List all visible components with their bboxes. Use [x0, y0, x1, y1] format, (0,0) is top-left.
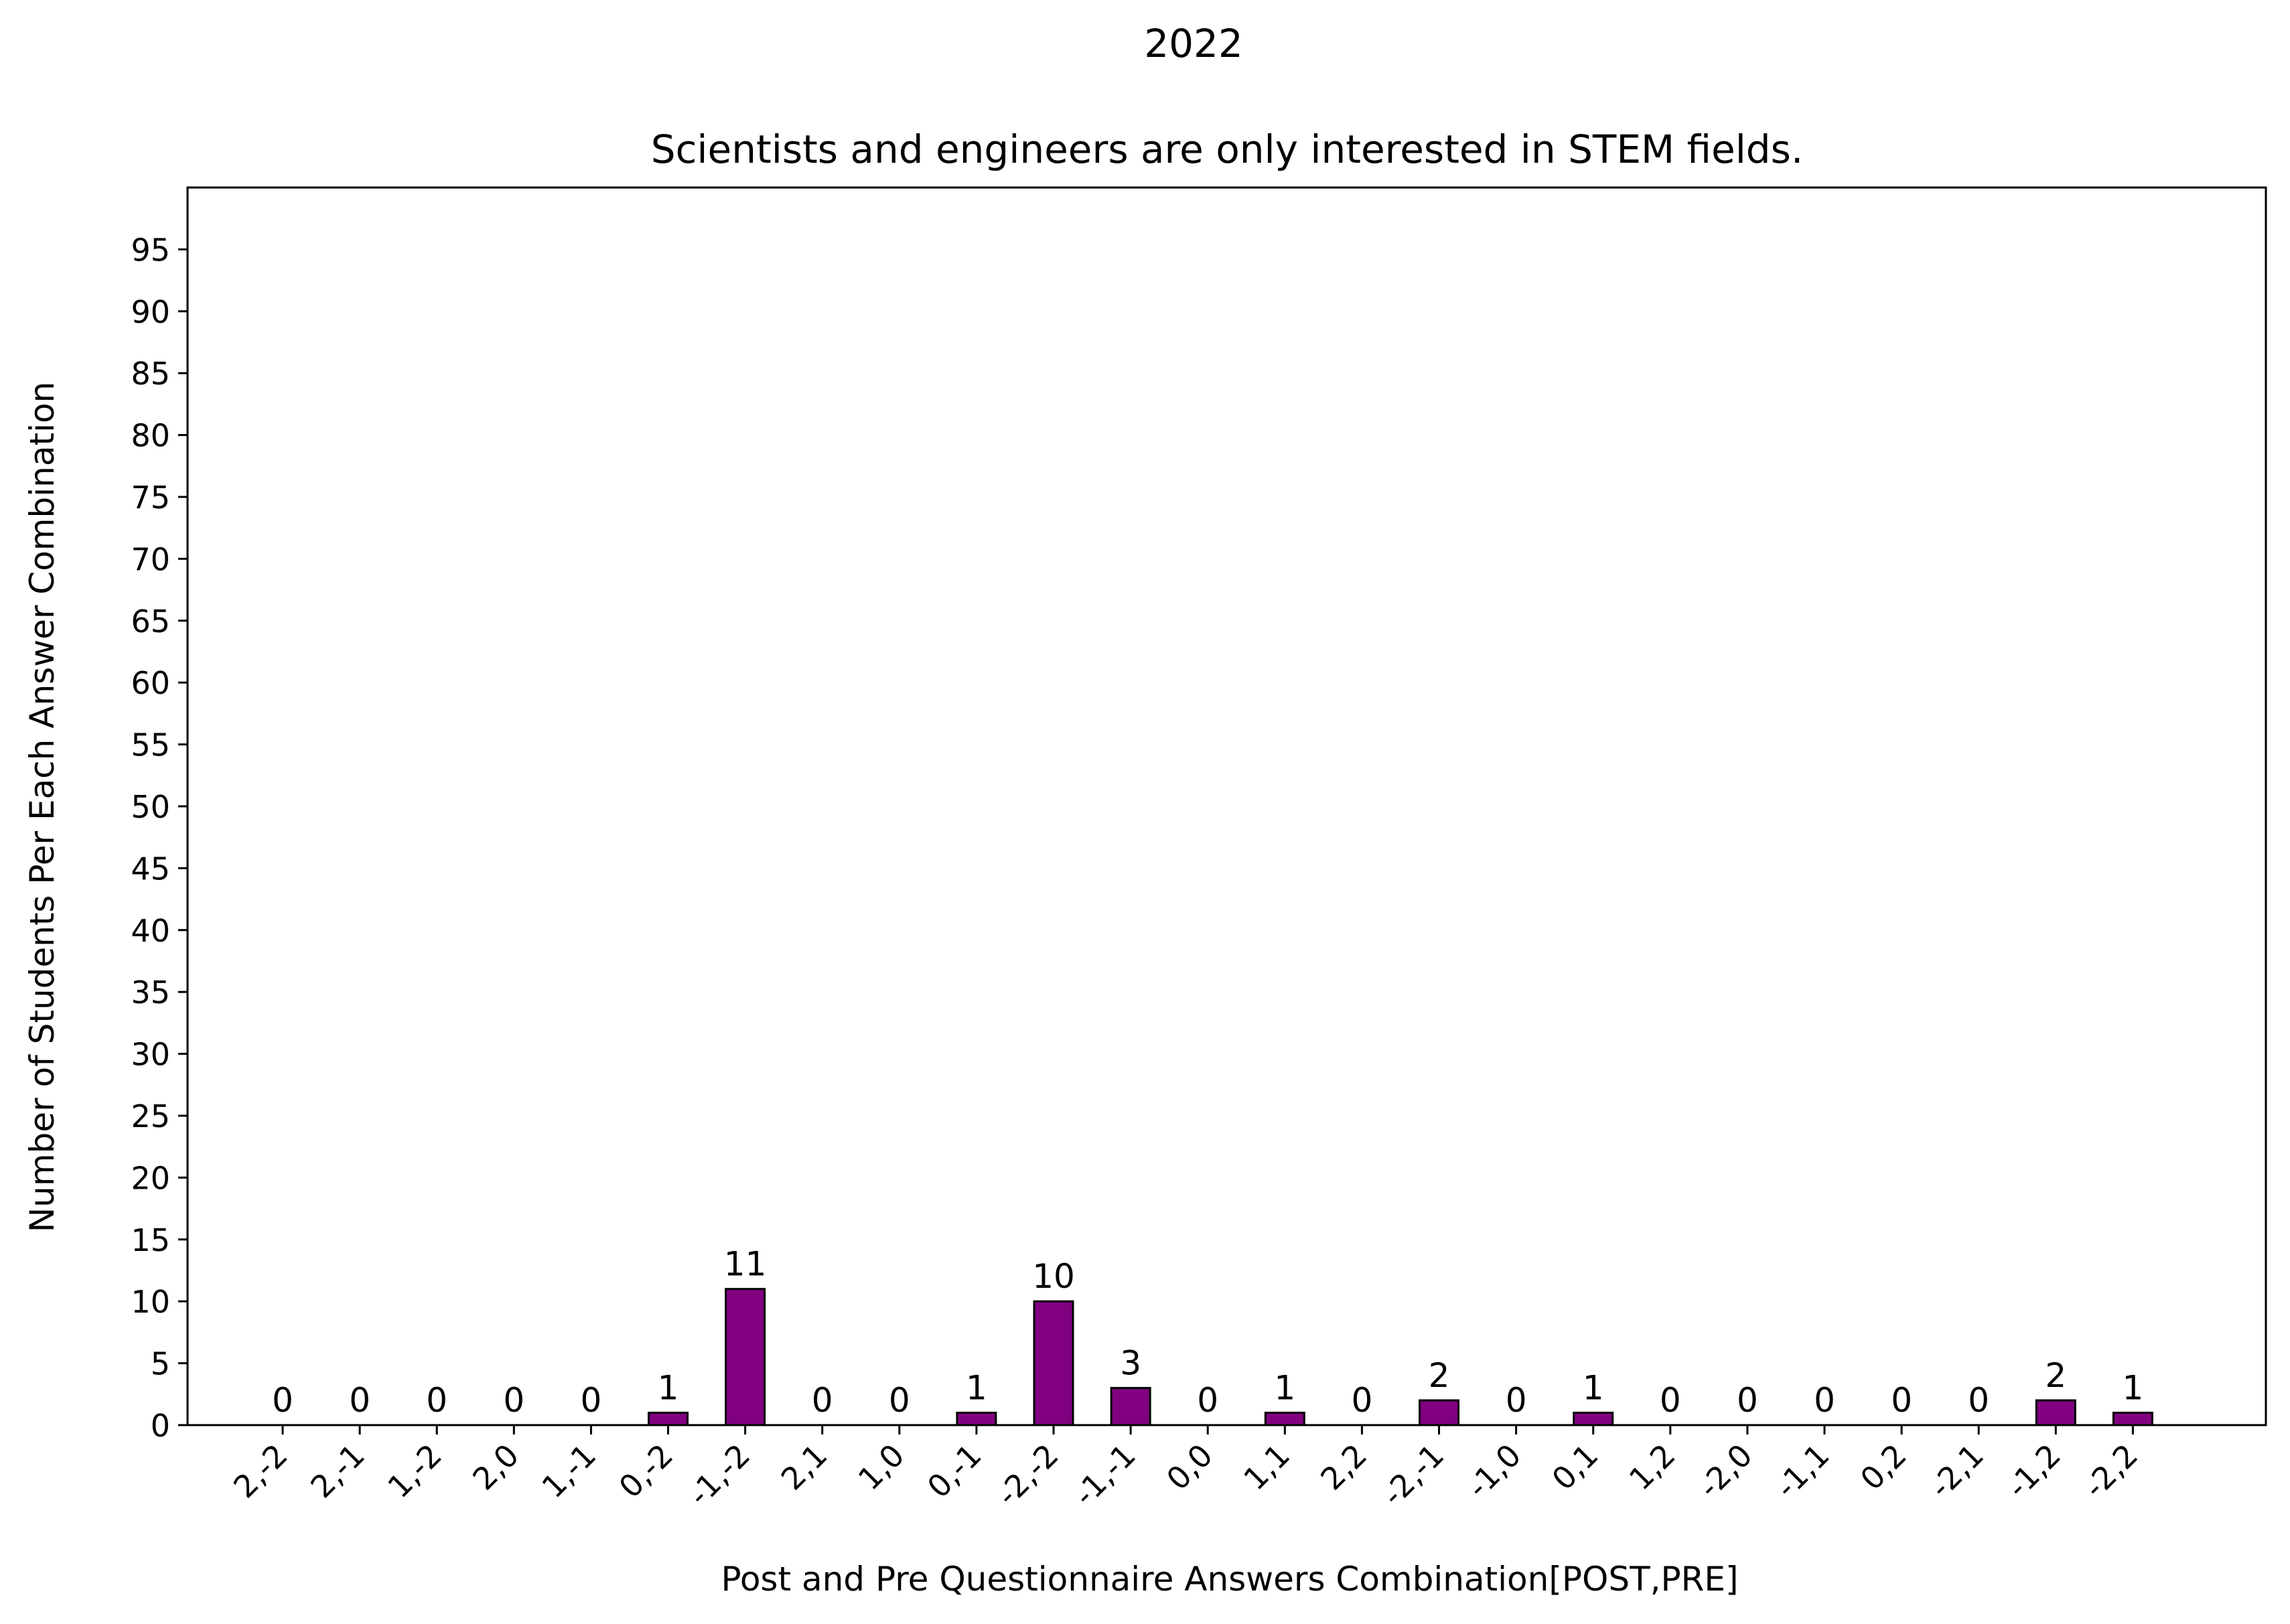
x-tick-label: 2,1: [774, 1437, 835, 1497]
x-tick-label: 0,1: [1545, 1437, 1605, 1497]
x-tick-label: 2,-2: [226, 1437, 295, 1505]
x-tick-label: 1,-2: [380, 1437, 449, 1505]
x-tick-label: 2,0: [466, 1437, 526, 1497]
bar: [2112, 1412, 2153, 1426]
data-label: 0: [426, 1381, 447, 1420]
y-tick-label: 20: [131, 1160, 170, 1196]
x-tick-label: 0,2: [1853, 1437, 1914, 1497]
data-label: 1: [966, 1369, 987, 1408]
y-tick-label: 55: [131, 727, 170, 763]
data-label: 3: [1120, 1344, 1141, 1383]
y-tick-label: 25: [131, 1098, 170, 1134]
x-tick-label: -2,2: [2077, 1437, 2145, 1505]
data-label: 0: [1506, 1381, 1527, 1420]
data-label: 0: [503, 1381, 524, 1420]
data-label: 0: [1891, 1381, 1912, 1420]
y-tick-label: 95: [131, 232, 170, 268]
data-label: 1: [1583, 1369, 1604, 1408]
x-tick-label: 0,-1: [920, 1437, 989, 1505]
x-tick-label: 1,0: [851, 1437, 912, 1497]
bar: [1573, 1412, 1614, 1426]
data-label: 1: [2122, 1369, 2143, 1408]
x-tick-label: 2,2: [1313, 1437, 1374, 1497]
x-tick-label: -1,-1: [1066, 1437, 1142, 1513]
bar: [648, 1412, 689, 1426]
x-tick-label: -2,0: [1691, 1437, 1760, 1505]
bar: [1264, 1412, 1305, 1426]
y-tick-label: 85: [131, 356, 170, 392]
data-label: 0: [1660, 1381, 1681, 1420]
chart-suptitle: 2022: [1144, 21, 1243, 66]
data-label: 0: [1968, 1381, 1989, 1420]
y-tick-label: 75: [131, 479, 170, 516]
x-tick-label: -1,0: [1460, 1437, 1528, 1505]
data-label: 0: [889, 1381, 910, 1420]
x-tick-label: -2,-2: [989, 1437, 1065, 1513]
bar: [725, 1288, 766, 1426]
y-tick-label: 10: [131, 1284, 170, 1320]
data-label: 1: [1274, 1369, 1295, 1408]
data-label: 1: [658, 1369, 679, 1408]
bar: [956, 1412, 997, 1426]
data-label: 2: [1429, 1356, 1450, 1395]
x-tick-label: 1,1: [1236, 1437, 1297, 1497]
x-tick-label: -1,1: [1768, 1437, 1837, 1505]
data-label: 0: [1814, 1381, 1835, 1420]
data-label: 0: [349, 1381, 370, 1420]
data-label: 11: [724, 1245, 767, 1284]
x-tick-label: -1,-2: [681, 1437, 757, 1513]
x-tick-label: -2,1: [1922, 1437, 1991, 1505]
data-label: 0: [1197, 1381, 1218, 1420]
x-tick-label: -1,2: [1999, 1437, 2068, 1505]
x-axis-label: Post and Pre Questionnaire Answers Combi…: [721, 1560, 1738, 1599]
x-tick-label: -2,-1: [1375, 1437, 1451, 1513]
x-tick-label: 2,-1: [303, 1437, 372, 1505]
data-label: 0: [1737, 1381, 1758, 1420]
bar: [1419, 1399, 1459, 1426]
x-tick-label: 0,-2: [612, 1437, 681, 1505]
data-label: 0: [1351, 1381, 1372, 1420]
y-tick-label: 15: [131, 1222, 170, 1258]
y-tick-label: 40: [131, 913, 170, 949]
data-label: 0: [812, 1381, 833, 1420]
y-tick-label: 65: [131, 603, 170, 640]
x-tick-label: 1,2: [1622, 1437, 1683, 1497]
y-tick-label: 60: [131, 665, 170, 701]
chart-title: Scientists and engineers are only intere…: [651, 127, 1804, 172]
bar: [1110, 1387, 1151, 1426]
bar: [1033, 1300, 1074, 1426]
data-label: 0: [580, 1381, 601, 1420]
y-tick-label: 70: [131, 541, 170, 577]
x-tick-label: 1,-1: [535, 1437, 603, 1505]
bar: [2035, 1399, 2076, 1426]
y-tick-label: 5: [151, 1346, 170, 1382]
data-label: 0: [272, 1381, 293, 1420]
y-tick-label: 45: [131, 851, 170, 887]
y-tick-label: 30: [131, 1037, 170, 1073]
y-tick-label: 90: [131, 294, 170, 330]
y-tick-label: 80: [131, 418, 170, 454]
y-tick-label: 35: [131, 974, 170, 1011]
bars: [648, 1288, 2153, 1426]
y-axis-ticks: 0 5 10 15 20 25 30 35 40 45 50 55 60 65 70 75 80 85 90 95: [131, 232, 188, 1444]
x-tick-label: 0,0: [1159, 1437, 1220, 1497]
x-axis-ticks: 2,-2 2,-1 1,-2 2,0 1,-1 0,-2 -1,-2 2,1 1,0 0,-1 -2…: [226, 1425, 2145, 1513]
y-tick-label: 0: [151, 1408, 170, 1444]
plot-frame: [186, 186, 2267, 1426]
data-label: 2: [2045, 1356, 2066, 1395]
y-axis-label: Number of Students Per Each Answer Combi…: [23, 382, 62, 1232]
y-tick-label: 50: [131, 789, 170, 825]
data-label: 10: [1032, 1257, 1075, 1296]
